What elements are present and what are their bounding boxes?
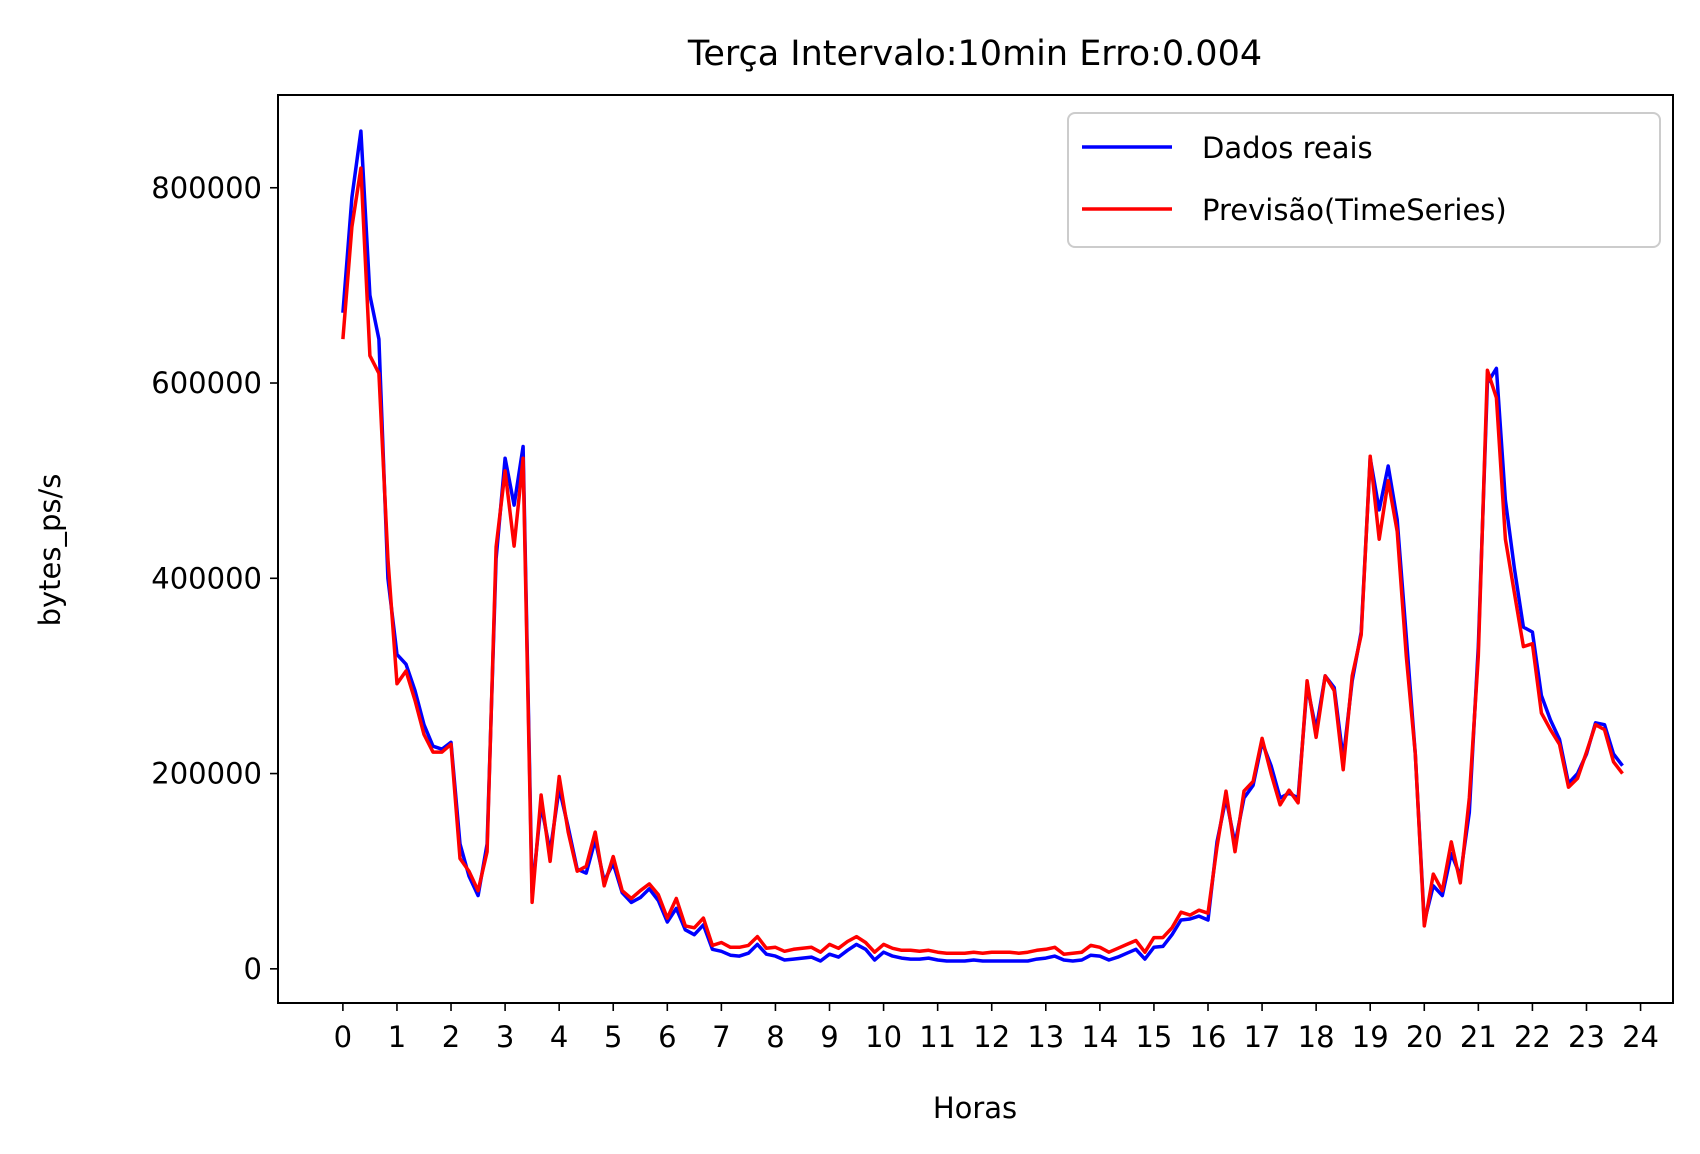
x-tick-label: 17 [1244,1020,1281,1054]
y-tick-label: 800000 [151,171,262,205]
x-tick-label: 24 [1622,1020,1659,1054]
legend-box [1067,112,1661,248]
x-tick-label: 8 [766,1020,784,1054]
legend-label-previsao: Previsão(TimeSeries) [1202,193,1507,227]
legend: Dados reais Previsão(TimeSeries) [1067,112,1661,248]
y-axis: 0 200000 400000 600000 800000 [151,171,278,986]
y-tick-label: 200000 [151,757,262,791]
x-tick-label: 12 [973,1020,1010,1054]
x-tick-label: 2 [442,1020,460,1054]
plot-frame [277,94,1674,1004]
x-tick-label: 4 [550,1020,568,1054]
x-tick-label: 18 [1298,1020,1335,1054]
x-tick-label: 15 [1135,1020,1172,1054]
x-axis: 0 1 2 3 4 5 6 7 8 9 10 11 12 13 14 15 16 17 18 19 20 21 22 23 24 [334,1003,1659,1054]
x-tick-label: 1 [388,1020,406,1054]
x-tick-label: 21 [1460,1020,1497,1054]
y-tick-label: 400000 [151,561,262,595]
x-tick-label: 5 [604,1020,622,1054]
x-tick-label: 10 [865,1020,902,1054]
x-tick-label: 6 [658,1020,676,1054]
y-tick-label: 600000 [151,366,262,400]
x-tick-label: 3 [496,1020,514,1054]
x-tick-label: 22 [1514,1020,1551,1054]
series-line-previsao-timeseries [341,166,1624,956]
x-tick-label: 0 [334,1020,352,1054]
x-tick-label: 23 [1568,1020,1605,1054]
x-tick-label: 11 [919,1020,956,1054]
x-tick-label: 7 [712,1020,730,1054]
plot-lines [341,129,1624,963]
y-tick-label: 0 [244,952,262,986]
x-tick-label: 20 [1406,1020,1443,1054]
x-axis-title: Horas [933,1091,1017,1125]
legend-label-dados-reais: Dados reais [1202,131,1373,165]
chart-title: Terça Intervalo:10min Erro:0.004 [687,34,1262,74]
y-axis-title: bytes_ps/s [33,474,67,627]
x-tick-label: 14 [1081,1020,1118,1054]
x-tick-label: 19 [1352,1020,1389,1054]
x-tick-label: 13 [1027,1020,1064,1054]
x-tick-label: 16 [1190,1020,1227,1054]
x-tick-label: 9 [820,1020,838,1054]
